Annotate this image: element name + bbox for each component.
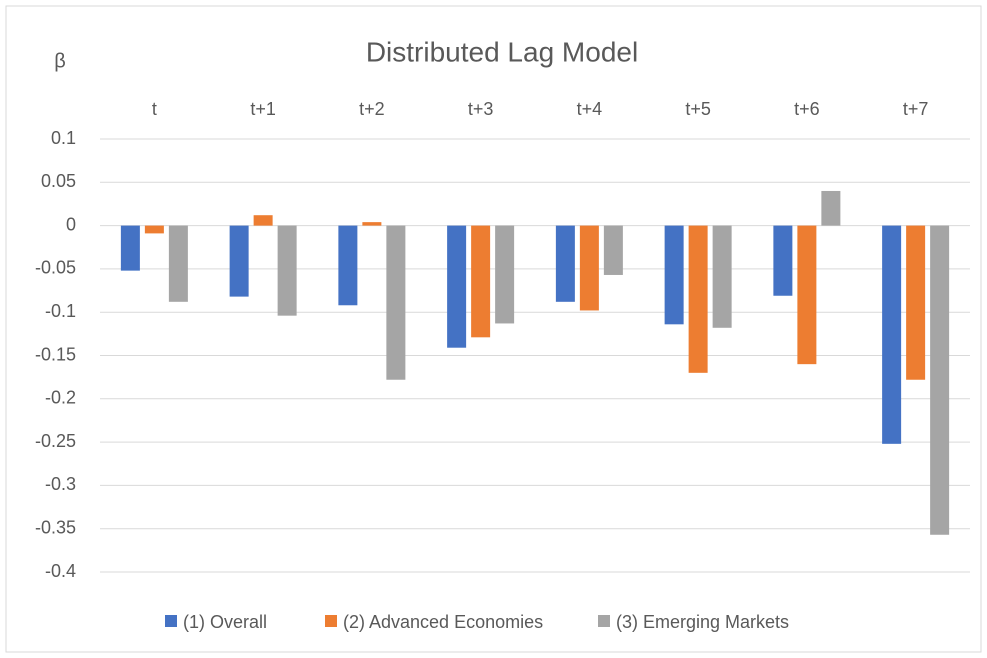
chart-border xyxy=(5,5,982,653)
x-tick-label: t+7 xyxy=(903,99,929,119)
y-tick-label: -0.3 xyxy=(45,474,76,494)
y-tick-label: 0.1 xyxy=(51,128,76,148)
bar xyxy=(797,225,817,365)
y-tick-label: -0.15 xyxy=(35,344,76,364)
legend-label: (1) Overall xyxy=(183,612,267,632)
bar xyxy=(579,225,599,311)
y-tick-label: -0.05 xyxy=(35,258,76,278)
bar xyxy=(277,225,297,316)
x-tick-label: t+3 xyxy=(468,99,494,119)
bar xyxy=(144,225,164,234)
chart-title: Distributed Lag Model xyxy=(366,36,638,67)
bar xyxy=(447,225,467,348)
y-axis-label: β xyxy=(54,50,66,72)
y-tick-label: -0.4 xyxy=(45,561,76,581)
bar xyxy=(362,222,382,226)
legend-label: (3) Emerging Markets xyxy=(616,612,789,632)
bar xyxy=(688,225,708,373)
x-tick-label: t+4 xyxy=(577,99,603,119)
bar xyxy=(712,225,732,328)
bar xyxy=(773,225,793,296)
x-tick-label: t+2 xyxy=(359,99,385,119)
x-tick-label: t+6 xyxy=(794,99,820,119)
bar xyxy=(821,190,841,226)
y-tick-label: 0 xyxy=(66,214,76,234)
y-tick-label: -0.2 xyxy=(45,388,76,408)
y-tick-label: 0.05 xyxy=(41,171,76,191)
legend-swatch xyxy=(598,615,610,627)
bar xyxy=(555,225,575,302)
bar xyxy=(495,225,515,324)
bar xyxy=(906,225,926,380)
x-tick-label: t+5 xyxy=(685,99,711,119)
bar xyxy=(882,225,902,444)
bar xyxy=(386,225,406,380)
bar xyxy=(253,215,273,226)
legend-swatch xyxy=(165,615,177,627)
bar xyxy=(664,225,684,325)
legend-label: (2) Advanced Economies xyxy=(343,612,543,632)
y-tick-label: -0.25 xyxy=(35,431,76,451)
bar xyxy=(471,225,491,338)
x-tick-label: t xyxy=(152,99,157,119)
x-tick-label: t+1 xyxy=(250,99,276,119)
bar xyxy=(338,225,358,306)
bar xyxy=(120,225,140,271)
bar xyxy=(603,225,623,275)
bar xyxy=(229,225,249,297)
y-tick-label: -0.1 xyxy=(45,301,76,321)
y-tick-label: -0.35 xyxy=(35,517,76,537)
bar xyxy=(930,225,950,535)
legend-swatch xyxy=(325,615,337,627)
bar xyxy=(168,225,188,302)
